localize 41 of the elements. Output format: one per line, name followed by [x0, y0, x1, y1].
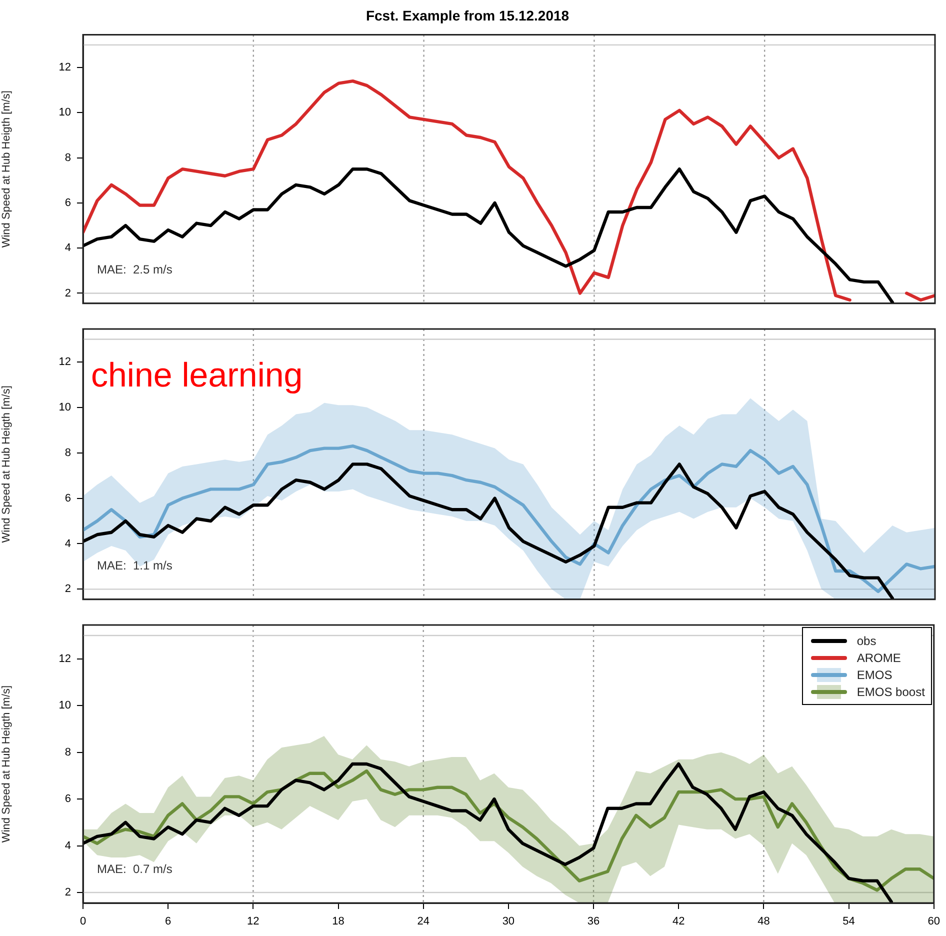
- x-tick-label: 42: [672, 916, 685, 928]
- legend-label: EMOS: [856, 668, 892, 682]
- y-tick-label: 10: [58, 401, 71, 414]
- y-tick-label: 4: [64, 840, 71, 852]
- x-tick-label: 12: [247, 916, 260, 928]
- y-tick-label: 8: [64, 746, 71, 758]
- y-tick-label: 4: [64, 242, 71, 254]
- x-tick-label: 36: [587, 916, 600, 928]
- x-tick-label: 48: [758, 916, 770, 928]
- legend-label: EMOS boost: [856, 684, 925, 698]
- y-tick-label: 2: [64, 886, 71, 899]
- y-tick-label: 6: [64, 196, 71, 209]
- y-tick-label: 12: [58, 356, 71, 368]
- x-tick-label: 24: [417, 916, 430, 928]
- y-tick-label: 10: [58, 106, 71, 119]
- x-tick-label: 0: [80, 916, 86, 928]
- y-tick-label: 12: [58, 62, 71, 74]
- x-tick-label: 60: [928, 916, 940, 928]
- y-tick-label: 8: [64, 152, 71, 164]
- x-tick-label: 54: [842, 916, 855, 928]
- y-tick-label: 4: [64, 538, 71, 550]
- x-tick-label: 6: [165, 916, 172, 928]
- y-tick-label: 6: [64, 492, 71, 504]
- y-axis-title: Wind Speed at Hub Heigth [m/s]: [0, 90, 13, 248]
- annotation: MAE: 0.7 m/s: [97, 862, 172, 876]
- legend-label: obs: [856, 634, 876, 648]
- annotation: MAE: 2.5 m/s: [97, 262, 172, 276]
- y-tick-label: 2: [64, 583, 71, 596]
- y-tick-label: 10: [58, 700, 71, 712]
- y-tick-label: 12: [58, 652, 71, 665]
- annotation: chine learning: [91, 356, 303, 394]
- chart-title: Fcst. Example from 15.12.2018: [366, 7, 570, 24]
- y-tick-label: 6: [64, 793, 71, 806]
- y-axis-title: Wind Speed at Hub Heigth [m/s]: [0, 685, 13, 843]
- y-tick-label: 2: [64, 287, 71, 300]
- y-tick-label: 8: [64, 446, 71, 459]
- legend-label: AROME: [856, 650, 901, 664]
- x-tick-label: 30: [502, 916, 515, 928]
- annotation: MAE: 1.1 m/s: [97, 558, 172, 572]
- y-axis-title: Wind Speed at Hub Heigth [m/s]: [0, 386, 13, 543]
- x-tick-label: 18: [332, 916, 344, 928]
